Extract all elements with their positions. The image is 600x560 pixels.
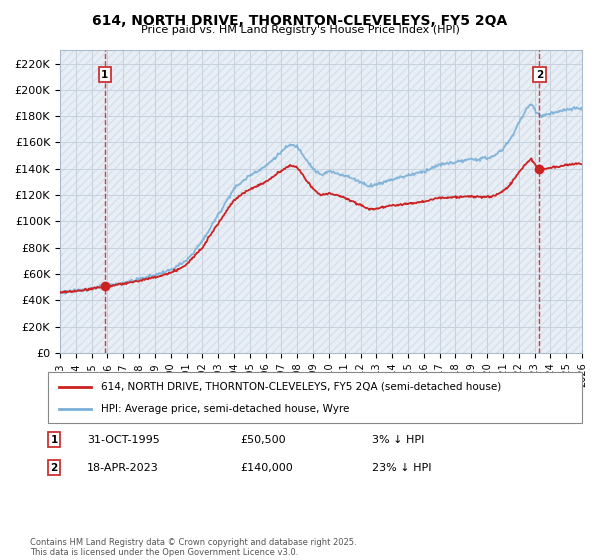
Text: 31-OCT-1995: 31-OCT-1995 <box>87 435 160 445</box>
Text: £140,000: £140,000 <box>240 463 293 473</box>
Text: Price paid vs. HM Land Registry's House Price Index (HPI): Price paid vs. HM Land Registry's House … <box>140 25 460 35</box>
Text: 23% ↓ HPI: 23% ↓ HPI <box>372 463 431 473</box>
Text: 614, NORTH DRIVE, THORNTON-CLEVELEYS, FY5 2QA (semi-detached house): 614, NORTH DRIVE, THORNTON-CLEVELEYS, FY… <box>101 381 502 391</box>
Text: 2: 2 <box>50 463 58 473</box>
Text: 2: 2 <box>536 69 543 80</box>
Text: 1: 1 <box>101 69 109 80</box>
Text: HPI: Average price, semi-detached house, Wyre: HPI: Average price, semi-detached house,… <box>101 404 350 414</box>
Text: Contains HM Land Registry data © Crown copyright and database right 2025.
This d: Contains HM Land Registry data © Crown c… <box>30 538 356 557</box>
Text: £50,500: £50,500 <box>240 435 286 445</box>
Text: 3% ↓ HPI: 3% ↓ HPI <box>372 435 424 445</box>
Text: 18-APR-2023: 18-APR-2023 <box>87 463 159 473</box>
Text: 614, NORTH DRIVE, THORNTON-CLEVELEYS, FY5 2QA: 614, NORTH DRIVE, THORNTON-CLEVELEYS, FY… <box>92 14 508 28</box>
Text: 1: 1 <box>50 435 58 445</box>
